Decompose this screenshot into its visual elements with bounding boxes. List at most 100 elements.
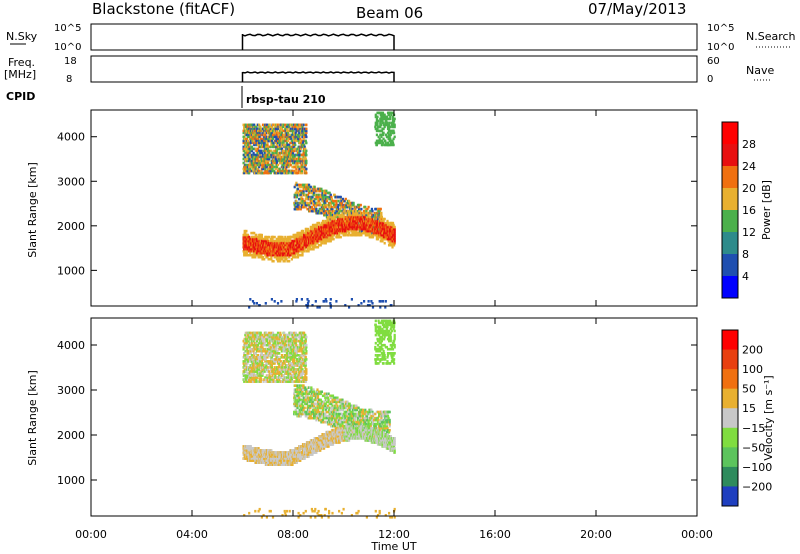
data-cell xyxy=(249,368,252,371)
data-cell xyxy=(288,153,291,157)
data-cell xyxy=(259,153,262,157)
data-cell xyxy=(388,121,391,125)
data-cell xyxy=(243,251,246,255)
data-cell xyxy=(384,139,387,143)
data-cell xyxy=(366,215,370,219)
data-cell xyxy=(243,514,246,517)
data-cell xyxy=(246,358,250,361)
data-cell xyxy=(242,123,245,127)
data-cell xyxy=(381,119,384,123)
data-cell xyxy=(293,171,296,175)
data-cell xyxy=(251,163,254,167)
data-cell xyxy=(304,151,307,155)
data-cell xyxy=(300,171,303,175)
data-cell xyxy=(332,201,335,205)
data-cell xyxy=(338,207,341,211)
data-cell xyxy=(263,125,266,129)
data-cell xyxy=(242,347,245,351)
data-cell xyxy=(391,221,395,225)
data-cell xyxy=(243,362,246,365)
data-cell xyxy=(253,143,256,147)
data-cell xyxy=(291,155,295,159)
data-cell xyxy=(305,249,308,253)
data-cell xyxy=(278,143,281,147)
data-cell xyxy=(285,257,288,261)
data-cell xyxy=(246,453,250,456)
data-cell xyxy=(303,203,306,207)
data-cell xyxy=(333,217,336,221)
data-cell xyxy=(249,341,252,345)
data-cell xyxy=(343,221,346,225)
data-cell xyxy=(298,151,301,155)
data-cell xyxy=(242,161,245,165)
data-cell xyxy=(336,195,340,199)
data-cell xyxy=(329,201,332,205)
data-cell xyxy=(255,380,258,383)
data-cell xyxy=(295,235,298,239)
data-cell xyxy=(338,233,341,237)
data-cell xyxy=(265,163,268,167)
data-cell xyxy=(280,139,283,143)
data-cell xyxy=(286,159,290,163)
data-cell xyxy=(318,237,321,241)
data-cell xyxy=(270,253,273,257)
data-cell xyxy=(256,139,259,143)
data-cell xyxy=(318,209,321,213)
power-colorbar-swatches xyxy=(722,122,738,299)
data-cell xyxy=(318,193,321,197)
data-cell xyxy=(348,201,351,205)
data-cell xyxy=(378,139,381,143)
data-cell xyxy=(244,163,247,167)
data-cell xyxy=(243,374,246,377)
data-cell xyxy=(305,171,308,175)
data-cell xyxy=(392,137,395,141)
data-cell xyxy=(279,135,282,139)
data-cell xyxy=(250,366,253,369)
data-cell xyxy=(255,155,258,159)
data-cell xyxy=(333,193,336,197)
data-cell xyxy=(302,191,305,195)
data-cell xyxy=(310,205,313,209)
data-cell xyxy=(249,358,252,361)
data-cell xyxy=(338,211,341,215)
data-cell xyxy=(254,374,257,377)
data-cell xyxy=(295,123,298,127)
data-cell xyxy=(297,191,300,195)
data-cell xyxy=(249,161,252,165)
data-cell xyxy=(325,239,328,243)
data-cell xyxy=(260,137,263,141)
data-cell xyxy=(316,306,319,309)
data-cell xyxy=(379,117,382,121)
data-cell xyxy=(299,125,302,129)
data-cell xyxy=(393,227,396,231)
data-cell xyxy=(263,135,266,139)
data-cell xyxy=(384,221,387,225)
data-cell xyxy=(375,215,378,219)
data-cell xyxy=(376,217,380,221)
data-cell xyxy=(250,165,253,169)
data-cell xyxy=(336,215,340,219)
data-cell xyxy=(335,300,338,303)
data-cell xyxy=(288,125,291,129)
data-cell xyxy=(271,169,274,173)
data-cell xyxy=(393,239,396,243)
data-cell xyxy=(355,233,358,237)
data-cell xyxy=(372,221,375,225)
data-cell xyxy=(345,231,348,235)
data-cell xyxy=(326,195,329,199)
data-cell xyxy=(310,247,313,251)
data-cell xyxy=(263,141,266,145)
data-cell xyxy=(261,145,265,149)
data-cell xyxy=(321,219,325,223)
data-cell xyxy=(269,163,272,167)
data-cell xyxy=(286,149,289,153)
data-cell xyxy=(371,235,375,239)
data-cell xyxy=(246,133,249,137)
data-cell xyxy=(313,207,316,211)
data-cell xyxy=(323,209,326,213)
data-cell xyxy=(316,241,319,245)
data-cell xyxy=(383,115,386,119)
data-cell xyxy=(254,251,257,255)
data-cell xyxy=(286,161,290,165)
